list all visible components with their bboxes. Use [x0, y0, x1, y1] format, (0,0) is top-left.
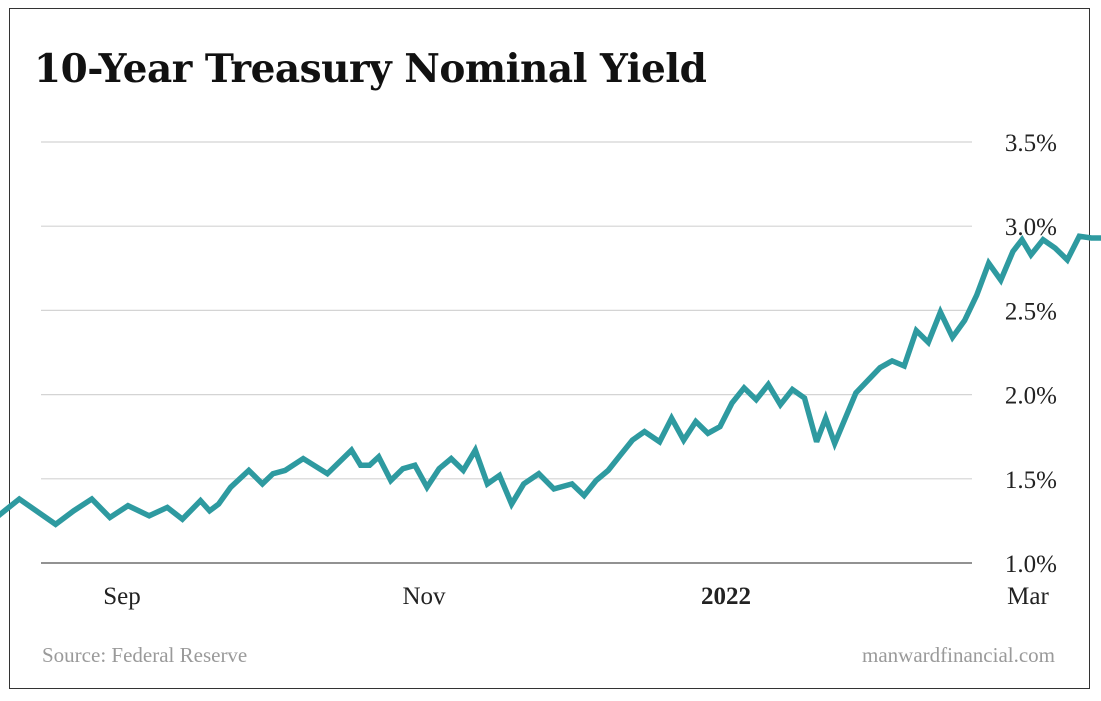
source-note: Source: Federal Reserve: [42, 643, 248, 667]
y-tick-label: 3.0%: [1005, 214, 1057, 241]
x-tick-label: Sep: [103, 583, 141, 610]
chart-title: 10-Year Treasury Nominal Yield: [34, 46, 707, 92]
y-tick-label: 3.5%: [1005, 130, 1057, 157]
y-tick-label: 2.5%: [1005, 298, 1057, 325]
y-tick-label: 1.0%: [1005, 551, 1057, 578]
gridlines: [41, 141, 972, 564]
series-group: [0, 233, 1101, 528]
y-axis-ticks: 1.0% 1.5% 2.0% 2.5% 3.0% 3.5%: [1005, 130, 1057, 578]
x-axis-ticks: SepNov2022MarMayJul: [103, 583, 1049, 610]
site-credit: manwardfinancial.com: [862, 643, 1055, 667]
y-tick-label: 1.5%: [1005, 467, 1057, 494]
x-tick-label: Nov: [402, 583, 446, 610]
y-tick-label: 2.0%: [1005, 383, 1057, 410]
x-tick-label: Mar: [1007, 583, 1049, 610]
x-tick-label: 2022: [701, 583, 751, 610]
series-line: [0, 233, 1101, 528]
